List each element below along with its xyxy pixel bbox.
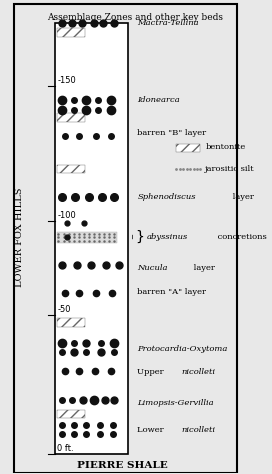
Bar <box>57 28 85 36</box>
Text: 0 ft.: 0 ft. <box>57 444 74 453</box>
Bar <box>57 113 85 121</box>
Text: barren "A" layer: barren "A" layer <box>137 288 206 296</box>
Text: nicolleti: nicolleti <box>181 426 215 434</box>
Text: barren "B" layer: barren "B" layer <box>137 129 206 137</box>
Text: -100: -100 <box>57 210 76 219</box>
Text: Upper: Upper <box>137 368 169 376</box>
Text: -50: -50 <box>57 305 71 314</box>
Text: jarositic silt: jarositic silt <box>205 164 255 173</box>
Text: Idonearca: Idonearca <box>137 96 180 104</box>
Text: Limopsis-Gervillia: Limopsis-Gervillia <box>137 399 214 407</box>
Bar <box>57 165 85 173</box>
Text: nicolleti: nicolleti <box>181 368 215 376</box>
Text: LOWER FOX HILLS: LOWER FOX HILLS <box>15 187 24 287</box>
Text: Lower: Lower <box>137 426 169 434</box>
Text: layer: layer <box>230 193 254 201</box>
Bar <box>57 410 85 419</box>
Text: Mactra-Tellina: Mactra-Tellina <box>137 18 199 27</box>
Bar <box>57 232 117 243</box>
Bar <box>55 23 128 454</box>
Text: Sphenodiscus: Sphenodiscus <box>137 193 196 201</box>
Text: layer: layer <box>191 264 215 272</box>
Text: concretions: concretions <box>215 233 267 241</box>
Text: abyssinus: abyssinus <box>147 233 188 241</box>
Text: bentonite: bentonite <box>205 144 246 152</box>
Text: -150: -150 <box>57 76 76 85</box>
Text: Assemblage Zones and other key beds: Assemblage Zones and other key beds <box>47 13 223 22</box>
Bar <box>57 318 85 327</box>
Text: PIERRE SHALE: PIERRE SHALE <box>78 461 168 470</box>
Text: }: } <box>135 230 144 244</box>
Bar <box>176 144 200 152</box>
Text: Protocardia-Oxytoma: Protocardia-Oxytoma <box>137 345 228 353</box>
Text: Nucula: Nucula <box>137 264 168 272</box>
